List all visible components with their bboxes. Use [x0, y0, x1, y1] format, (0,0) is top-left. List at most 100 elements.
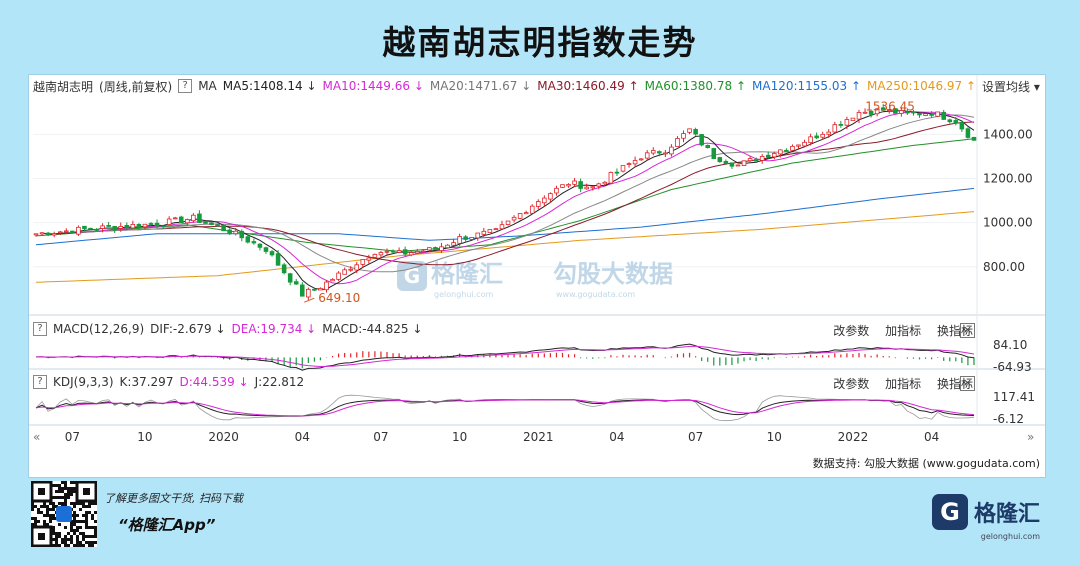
macd-change-params[interactable]: 改参数: [833, 324, 870, 338]
scroll-right-icon: »: [1027, 430, 1034, 444]
candle-body: [154, 222, 160, 227]
macd-swap-indicator[interactable]: 换指标: [936, 324, 973, 338]
qr-module: [34, 505, 37, 508]
kdj-add-indicator[interactable]: 加指标: [885, 377, 922, 391]
kdj-close-icon[interactable]: ×: [960, 376, 975, 391]
candle-body: [638, 158, 644, 161]
candle-body: [112, 225, 117, 231]
candle-body: [681, 133, 686, 139]
qr-module: [64, 496, 67, 499]
qr-module: [58, 523, 61, 526]
candle-body: [197, 213, 202, 223]
qr-module: [70, 526, 73, 529]
macd-close-icon[interactable]: ×: [960, 323, 975, 338]
k-value: K:37.297: [119, 375, 174, 389]
qr-module: [79, 544, 82, 547]
candle-body: [717, 157, 723, 163]
qr-module: [31, 508, 34, 511]
kdj-tools: 改参数 加指标 换指标: [821, 375, 973, 392]
qr-module: [43, 502, 46, 505]
qr-module: [70, 535, 73, 538]
candle-body: [396, 250, 402, 253]
candle-body: [475, 232, 481, 239]
qr-module: [34, 523, 37, 526]
qr-module: [82, 502, 85, 505]
bottom-banner: 了解更多图文干货, 扫码下载 “格隆汇App” G 格隆汇 gelonghui.…: [0, 476, 1080, 566]
qr-module: [82, 538, 85, 541]
qr-module: [64, 484, 67, 487]
candle-body: [390, 250, 396, 253]
qr-module: [64, 499, 67, 502]
candle-body: [312, 288, 317, 291]
ma120-line: [35, 187, 975, 246]
qr-module: [64, 502, 67, 505]
qr-module: [55, 535, 58, 538]
qr-module: [46, 508, 49, 511]
qr-module: [52, 514, 55, 517]
main-chart-header: 越南胡志明 (周线,前复权) ? MA MA5:1408.14 ↓ MA10:1…: [33, 77, 1046, 95]
kdj-help-icon[interactable]: ?: [33, 375, 47, 389]
candle-body: [868, 110, 874, 115]
candle-body: [64, 230, 69, 233]
candle-body: [899, 110, 904, 114]
setting-ma-button[interactable]: 设置均线 ▾: [982, 79, 1040, 94]
kdj-change-params[interactable]: 改参数: [833, 377, 870, 391]
qr-module: [52, 517, 55, 520]
candle-body: [178, 216, 184, 224]
candle-body: [342, 269, 347, 275]
qr-module: [64, 526, 67, 529]
macd-add-indicator[interactable]: 加指标: [885, 324, 922, 338]
qr-module: [73, 532, 76, 535]
qr-module: [61, 487, 64, 490]
qr-finder-center: [83, 488, 90, 495]
candle-body: [251, 241, 257, 244]
candle-body: [947, 119, 953, 123]
candle-body: [414, 251, 420, 254]
candle-body: [935, 111, 940, 117]
macd-axis-label: -64.93: [993, 360, 1032, 374]
qr-module: [46, 514, 49, 517]
watermark-brand-sub: gelonghui.com: [434, 290, 493, 299]
candle-body: [657, 151, 662, 154]
candle-body: [263, 247, 269, 252]
qr-module: [70, 541, 73, 544]
candle-body: [971, 136, 977, 141]
macd-axis-label: 84.10: [993, 338, 1027, 352]
candle-body: [699, 134, 704, 146]
candle-body: [911, 111, 916, 114]
candle-body: [427, 247, 432, 251]
candle-body: [959, 121, 965, 130]
qr-module: [76, 529, 79, 532]
help-icon[interactable]: ?: [178, 79, 193, 93]
qr-module: [61, 490, 64, 493]
candle-body: [136, 224, 142, 228]
candle-body: [402, 249, 408, 255]
kdj-swap-indicator[interactable]: 换指标: [936, 377, 973, 391]
candle-body: [608, 172, 614, 184]
macd-help-icon[interactable]: ?: [33, 322, 47, 336]
candle-body: [505, 220, 511, 225]
candle-body: [790, 145, 795, 151]
candle-body: [542, 197, 547, 204]
candle-body: [566, 184, 571, 187]
candle-body: [620, 165, 626, 172]
qr-module: [88, 535, 91, 538]
qr-module: [82, 514, 85, 517]
qr-module: [34, 520, 37, 523]
qr-code[interactable]: [30, 480, 98, 548]
qr-module: [55, 496, 58, 499]
qr-module: [55, 538, 58, 541]
qr-module: [88, 541, 91, 544]
dif-value: DIF:-2.679 ↓: [150, 322, 226, 336]
candle-body: [765, 154, 771, 158]
qr-module: [31, 517, 34, 520]
candle-body: [293, 281, 299, 285]
qr-module: [64, 544, 67, 547]
qr-module: [94, 535, 97, 538]
qr-module: [94, 526, 97, 529]
qr-module: [49, 517, 52, 520]
candle-body: [778, 149, 783, 155]
qr-module: [52, 538, 55, 541]
candle-body: [602, 181, 608, 185]
ma120-value: MA120:1155.03 ↑: [752, 79, 862, 93]
